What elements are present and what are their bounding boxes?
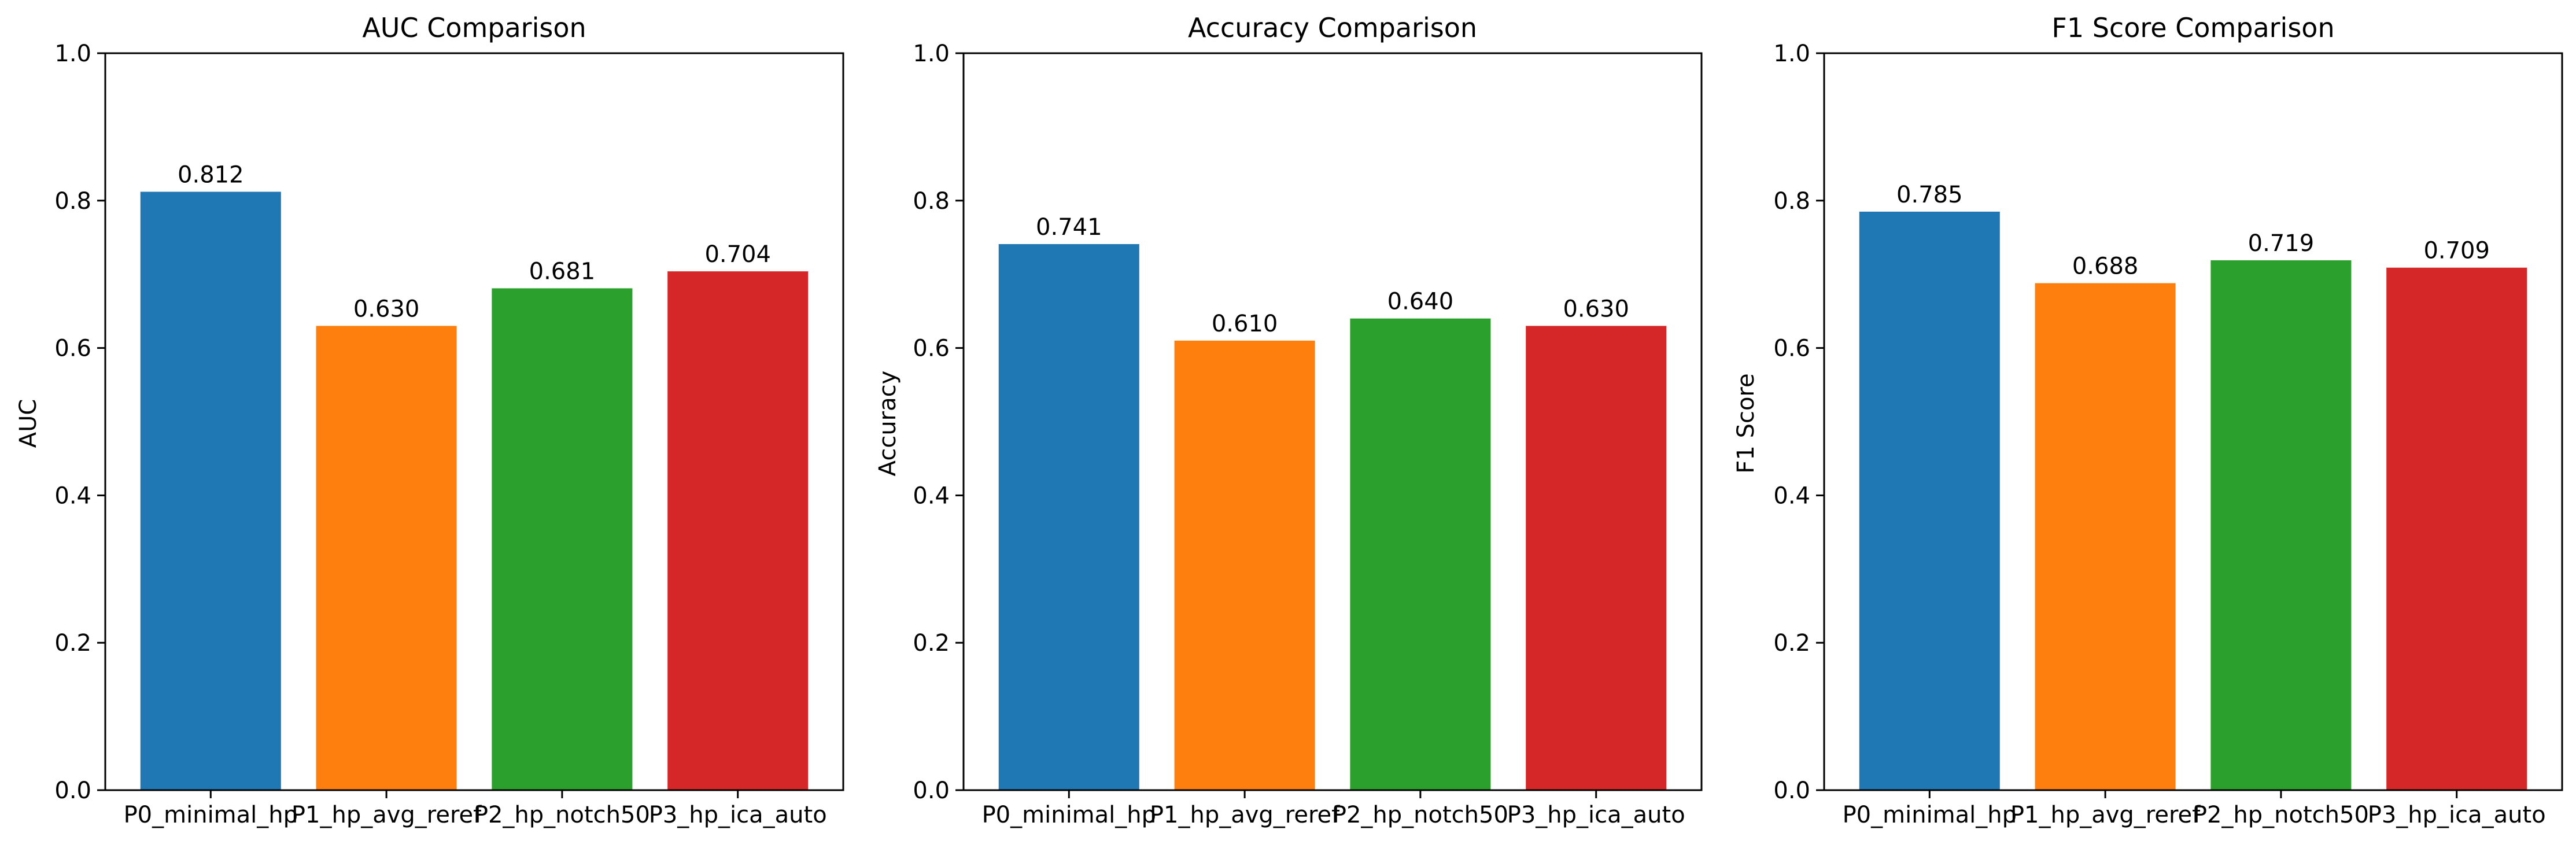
bar-group xyxy=(140,191,809,791)
chart-title: Accuracy Comparison xyxy=(1188,12,1477,43)
x-tick-label: P2_hp_notch50 xyxy=(1333,802,1508,828)
y-tick-label: 0.2 xyxy=(1773,630,1810,657)
y-tick-group: 0.0 0.2 0.4 0.6 0.8 1.0 xyxy=(54,40,105,804)
y-tick-label: 0.6 xyxy=(54,335,91,362)
x-tick-label: P1_hp_avg_reref xyxy=(291,802,482,828)
y-tick-label: 1.0 xyxy=(913,40,950,67)
data-label: 0.610 xyxy=(1212,311,1278,337)
data-label: 0.688 xyxy=(2072,253,2139,279)
data-label: 0.709 xyxy=(2423,238,2490,264)
y-tick-label: 0.6 xyxy=(913,335,950,362)
y-tick-label: 0.4 xyxy=(54,482,91,509)
x-tick-label: P0_minimal_hp xyxy=(124,802,298,828)
x-tick-group: P0_minimal_hpP1_hp_avg_rerefP2_hp_notch5… xyxy=(124,790,827,828)
auc-chart-panel: AUC Comparison AUC 0.8120.6300.6810.704 … xyxy=(15,12,844,828)
bar-p1-hp-avg-reref xyxy=(2035,283,2176,790)
y-tick-label: 0.8 xyxy=(1773,188,1810,215)
plot-frame xyxy=(1823,52,2563,791)
y-tick-label: 0.6 xyxy=(1773,335,1810,362)
chart-title: F1 Score Comparison xyxy=(2051,12,2334,43)
bar-p2-hp-notch50 xyxy=(492,288,633,790)
x-tick-label: P0_minimal_hp xyxy=(982,802,1156,828)
data-label: 0.630 xyxy=(1563,296,1629,322)
y-tick-label: 1.0 xyxy=(1773,40,1810,67)
f1-score-chart-panel: F1 Score Comparison F1 Score 0.7850.6880… xyxy=(1733,12,2563,828)
data-label: 0.704 xyxy=(704,241,771,268)
data-label: 0.640 xyxy=(1387,289,1454,315)
bar-p0-minimal-hp xyxy=(140,191,281,790)
data-label: 0.785 xyxy=(1896,182,1963,208)
bar-p3-hp-ica-auto xyxy=(667,271,809,791)
plot-frame xyxy=(104,52,844,791)
value-label-group: 0.812 0.630 0.681 0.704 xyxy=(178,162,771,323)
value-label-group: 0.785 0.688 0.719 0.709 xyxy=(1896,182,2490,280)
y-tick-label: 0.4 xyxy=(1773,482,1810,509)
bar-p2-hp-notch50 xyxy=(1350,318,1491,790)
y-tick-group: 0.0 0.2 0.4 0.6 0.8 1.0 xyxy=(913,40,964,804)
accuracy-chart-panel: Accuracy Comparison Accuracy 0.7410.6100… xyxy=(874,12,1703,828)
y-tick-label: 0.2 xyxy=(54,630,91,657)
data-label: 0.812 xyxy=(178,162,244,189)
y-tick-label: 0.0 xyxy=(54,777,91,804)
x-tick-label: P1_hp_avg_reref xyxy=(2010,802,2201,828)
bar-group xyxy=(998,244,1667,791)
bar-p0-minimal-hp xyxy=(1859,211,2000,790)
x-tick-group: P0_minimal_hpP1_hp_avg_rerefP2_hp_notch5… xyxy=(1843,790,2546,828)
bar-p1-hp-avg-reref xyxy=(316,326,457,790)
y-tick-label: 0.0 xyxy=(913,777,950,804)
bar-p0-minimal-hp xyxy=(998,244,1139,791)
y-tick-label: 0.4 xyxy=(913,482,950,509)
chart-title: AUC Comparison xyxy=(362,12,586,43)
x-tick-label: P3_hp_ica_auto xyxy=(649,802,827,828)
value-label-group: 0.741 0.610 0.640 0.630 xyxy=(1036,214,1629,337)
x-tick-label: P3_hp_ica_auto xyxy=(2368,802,2546,828)
bar-group xyxy=(1859,211,2527,791)
data-label: 0.630 xyxy=(353,296,420,322)
y-tick-group: 0.0 0.2 0.4 0.6 0.8 1.0 xyxy=(1773,40,1824,804)
bar-p1-hp-avg-reref xyxy=(1174,340,1315,790)
x-tick-label: P3_hp_ica_auto xyxy=(1507,802,1685,828)
bar-p2-hp-notch50 xyxy=(2210,260,2352,790)
y-tick-label: 0.8 xyxy=(54,188,91,215)
y-tick-label: 0.0 xyxy=(1773,777,1810,804)
data-label: 0.719 xyxy=(2248,230,2315,257)
y-tick-label: 1.0 xyxy=(54,40,91,67)
y-axis-label: F1 Score xyxy=(1733,373,1759,473)
data-label: 0.741 xyxy=(1036,214,1102,241)
data-label: 0.681 xyxy=(529,258,596,285)
plot-frame xyxy=(962,52,1703,791)
x-tick-label: P2_hp_notch50 xyxy=(474,802,650,828)
bar-p3-hp-ica-auto xyxy=(1526,326,1667,790)
y-axis-label: AUC xyxy=(15,399,42,448)
bar-p3-hp-ica-auto xyxy=(2386,267,2527,791)
x-tick-label: P2_hp_notch50 xyxy=(2193,802,2369,828)
x-tick-group: P0_minimal_hpP1_hp_avg_rerefP2_hp_notch5… xyxy=(982,790,1685,828)
y-axis-label: Accuracy xyxy=(874,371,901,477)
x-tick-label: P0_minimal_hp xyxy=(1843,802,2017,828)
x-tick-label: P1_hp_avg_reref xyxy=(1150,802,1340,828)
y-tick-label: 0.2 xyxy=(913,630,950,657)
y-tick-label: 0.8 xyxy=(913,188,950,215)
